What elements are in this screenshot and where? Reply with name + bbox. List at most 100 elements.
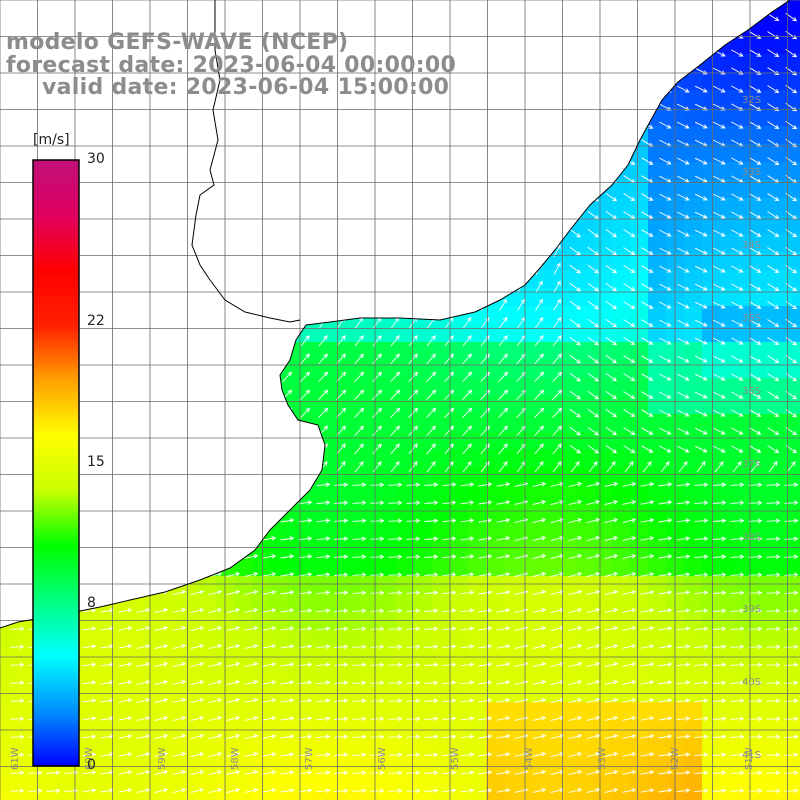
wind-arrow	[298, 716, 313, 721]
wind-arrow	[334, 590, 349, 596]
wind-arrow	[767, 211, 780, 220]
speed-cell	[792, 144, 800, 162]
wind-arrow	[478, 734, 493, 739]
speed-cell	[126, 324, 144, 342]
wind-arrow	[605, 66, 618, 76]
wind-arrow	[660, 461, 670, 473]
wind-arrow	[712, 554, 727, 560]
speed-cell	[252, 306, 270, 324]
speed-cell	[486, 468, 504, 486]
speed-cell	[612, 198, 630, 216]
speed-cell	[306, 558, 324, 576]
speed-cell	[792, 414, 800, 432]
speed-cell	[180, 666, 198, 684]
wind-arrow	[550, 535, 565, 542]
speed-cell	[702, 252, 720, 270]
wind-arrow	[82, 482, 97, 487]
wind-arrow	[388, 698, 403, 704]
wind-arrow	[659, 85, 672, 93]
speed-cell	[756, 792, 774, 800]
speed-cell	[270, 594, 288, 612]
wind-arrow	[280, 698, 295, 703]
speed-cell	[144, 252, 162, 270]
wind-arrow	[460, 716, 475, 721]
speed-cell	[432, 396, 450, 414]
wind-arrow	[496, 626, 511, 631]
speed-cell	[504, 270, 522, 288]
speed-cell	[306, 198, 324, 216]
wind-arrow	[154, 769, 169, 775]
wind-arrow	[442, 626, 457, 631]
wind-arrow	[100, 626, 115, 631]
speed-cell	[594, 486, 612, 504]
wind-arrow	[749, 283, 762, 291]
wind-arrow	[264, 335, 274, 347]
wind-arrow	[731, 157, 744, 165]
speed-cell	[360, 666, 378, 684]
wind-arrow	[211, 298, 220, 311]
speed-cell	[396, 468, 414, 486]
wind-arrow	[587, 408, 599, 418]
wind-arrow	[174, 101, 185, 113]
speed-cell	[288, 360, 306, 378]
wind-arrow	[460, 518, 475, 523]
speed-cell	[162, 234, 180, 252]
speed-cell	[576, 54, 594, 72]
speed-cell	[180, 270, 198, 288]
wind-arrow	[372, 335, 382, 347]
speed-cell	[504, 72, 522, 90]
speed-cell	[18, 738, 36, 756]
wind-arrow	[282, 155, 292, 167]
wind-arrow	[641, 355, 654, 363]
speed-cell	[630, 36, 648, 54]
speed-cell	[630, 414, 648, 432]
wind-arrow	[550, 787, 565, 794]
speed-cell	[612, 738, 630, 756]
wind-arrow	[316, 680, 331, 685]
speed-cell	[720, 90, 738, 108]
wind-arrow	[156, 316, 166, 329]
speed-cell	[486, 486, 504, 504]
wind-arrow	[424, 572, 439, 578]
wind-arrow	[352, 770, 367, 776]
speed-cell	[486, 0, 504, 18]
speed-cell	[720, 306, 738, 324]
speed-cell	[378, 792, 396, 800]
speed-cell	[198, 486, 216, 504]
wind-arrow	[424, 590, 439, 596]
speed-cell	[396, 36, 414, 54]
wind-arrow	[175, 298, 184, 311]
speed-cell	[720, 522, 738, 540]
wind-arrow	[676, 770, 691, 775]
wind-arrow	[659, 319, 672, 327]
speed-cell	[288, 234, 306, 252]
speed-cell	[432, 576, 450, 594]
wind-arrow	[229, 280, 237, 293]
speed-cell	[738, 252, 756, 270]
wind-arrow	[462, 101, 473, 113]
wind-arrow	[587, 30, 599, 40]
wind-arrow	[244, 788, 259, 793]
speed-cell	[450, 702, 468, 720]
speed-cell	[720, 324, 738, 342]
speed-cell	[630, 54, 648, 72]
wind-arrow	[568, 769, 583, 776]
speed-cell	[252, 252, 270, 270]
speed-cell	[252, 342, 270, 360]
wind-arrow	[262, 752, 277, 757]
wind-arrow	[352, 644, 367, 650]
wind-arrow	[390, 389, 401, 401]
wind-arrow	[136, 734, 151, 739]
speed-cell	[306, 450, 324, 468]
wind-arrow	[12, 389, 23, 401]
speed-cell	[0, 576, 18, 594]
speed-cell	[360, 792, 378, 800]
wind-arrow	[641, 31, 654, 39]
speed-cell	[288, 558, 306, 576]
speed-cell	[504, 522, 522, 540]
wind-arrow	[622, 536, 637, 541]
wind-arrow	[391, 244, 399, 258]
wind-arrow	[298, 608, 313, 613]
speed-cell	[594, 558, 612, 576]
speed-cell	[612, 270, 630, 288]
